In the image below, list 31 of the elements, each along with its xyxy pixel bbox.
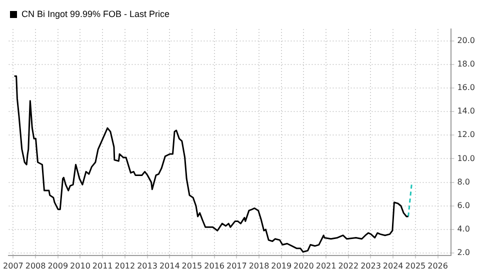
x-tick-label: 2011 xyxy=(92,261,113,270)
y-tick-label: 4.0 xyxy=(457,224,470,234)
y-tick-label: 10.0 xyxy=(457,154,475,163)
x-tick-label: 2010 xyxy=(70,261,90,270)
y-tick-label: 20.0 xyxy=(457,36,475,45)
x-tick-label: 2021 xyxy=(316,261,336,270)
x-tick-label: 2017 xyxy=(226,261,247,270)
x-tick-label: 2023 xyxy=(360,261,381,270)
x-tick-label: 2013 xyxy=(137,261,158,270)
y-tick-label: 8.0 xyxy=(457,177,470,186)
x-tick-label: 2025 xyxy=(405,261,426,270)
x-tick-label: 2009 xyxy=(48,261,68,270)
x-tick-label: 2014 xyxy=(159,261,180,270)
x-tick-label: 2018 xyxy=(248,261,270,270)
y-tick-label: 14.0 xyxy=(457,106,475,116)
x-tick-label: 2024 xyxy=(382,261,404,270)
x-tick-label: 2019 xyxy=(271,261,292,270)
y-tick-label: 2.0 xyxy=(457,248,470,258)
x-tick-label: 2008 xyxy=(25,261,46,270)
x-tick-label: 2016 xyxy=(204,261,224,270)
y-tick-label: 18.0 xyxy=(457,59,475,68)
legend-label: CN Bi Ingot 99.99% FOB - Last Price xyxy=(22,8,170,19)
x-tick-label: 2026 xyxy=(428,261,448,270)
y-tick-label: 6.0 xyxy=(457,200,470,210)
x-tick-label: 2012 xyxy=(114,261,136,270)
x-tick-label: 2020 xyxy=(294,261,314,270)
y-tick-label: 16.0 xyxy=(457,83,475,92)
x-tick-label: 2022 xyxy=(338,261,359,270)
y-tick-label: 12.0 xyxy=(457,130,475,140)
x-tick-label: 2007 xyxy=(3,261,24,270)
x-tick-label: 2015 xyxy=(182,261,202,270)
